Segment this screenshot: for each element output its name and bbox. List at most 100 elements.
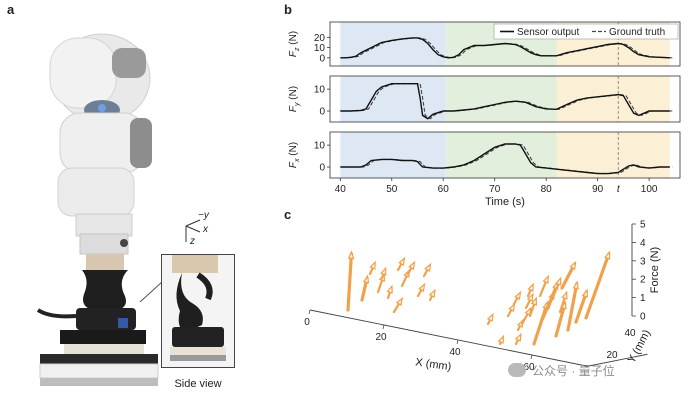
subplot-y: 0 10 Fy (N)	[288, 75, 681, 123]
x-tick-label: 70	[489, 184, 501, 195]
phase-band-2	[445, 76, 557, 122]
force-arrow-head	[530, 296, 538, 306]
phase-band-1	[340, 132, 446, 178]
force-arrow-head	[347, 250, 355, 260]
force-arrow-head	[497, 334, 505, 344]
force-arrow-head	[514, 332, 522, 342]
force-arrow	[386, 284, 393, 300]
x-tick	[308, 309, 311, 315]
x-tick-label: 100	[641, 184, 658, 195]
phase-band-1	[340, 76, 446, 122]
axis-label-neg-y: −y	[198, 210, 209, 221]
panel-letter-c: c	[284, 207, 292, 222]
wechat-icon	[508, 363, 526, 377]
force-arrow	[392, 296, 404, 314]
force-arrow-head	[524, 306, 532, 316]
force-arrow	[520, 306, 532, 326]
force-arrow-head	[581, 288, 588, 298]
force-arrow	[497, 334, 505, 346]
force-arrow	[514, 332, 522, 346]
axis-label-z: z	[190, 236, 195, 247]
y-tick-label: 10	[314, 85, 326, 96]
axis-triad-icon	[185, 219, 201, 242]
phase-band-2	[445, 132, 557, 178]
y-tick-label: 40	[624, 328, 636, 339]
axis-label-x: x	[203, 224, 208, 235]
force-arrow-head	[386, 284, 393, 294]
legend-box	[493, 23, 679, 40]
force-arrow-shaft	[554, 302, 567, 338]
force-arrow	[560, 260, 577, 290]
force-arrow	[368, 260, 376, 276]
x-tick-label: 40	[449, 347, 461, 358]
legend-label-ground-truth: Ground truth	[609, 27, 665, 38]
force-arrow	[512, 290, 522, 306]
x-tick-label: 40	[335, 184, 347, 195]
force-arrow-head	[395, 296, 404, 306]
plot-frame	[329, 75, 681, 123]
time-marker-label: t	[617, 184, 621, 195]
force-arrow-head	[362, 274, 370, 284]
force-arrow	[584, 250, 611, 320]
series-sensor-output	[340, 143, 670, 175]
subplot-x: 0 10 Fx (N)	[288, 131, 681, 179]
watermark-text: 公众号 · 量子位	[532, 363, 615, 378]
y-axis-line	[587, 353, 648, 367]
x-tick	[456, 339, 459, 345]
z-tick-label: 4	[640, 238, 646, 249]
robot-sensor-photo	[36, 33, 159, 386]
force-arrow-head	[527, 282, 534, 292]
y-tick-label: 0	[319, 53, 325, 64]
inset-pointer-line	[139, 281, 163, 303]
panel-letter-a: a	[7, 2, 15, 17]
legend: Sensor output Ground truth	[493, 23, 679, 40]
force-arrow-head	[526, 292, 534, 302]
force-arrow	[538, 274, 549, 298]
force-arrow	[416, 282, 426, 298]
force-arrow	[360, 274, 370, 302]
force-arrow	[506, 302, 516, 318]
force-arrow-head	[428, 288, 436, 298]
panel-letter-b: b	[284, 2, 292, 17]
x-tick	[382, 324, 385, 330]
y-axis-label: Fx (N)	[288, 142, 301, 168]
phase-band-3	[556, 132, 670, 178]
x-axis-label: Time (s)	[485, 196, 525, 208]
y-tick-label: 20	[314, 33, 326, 44]
x-tick-label: 0	[304, 317, 310, 328]
series-sensor-output	[340, 37, 670, 59]
force-arrow-head	[418, 282, 426, 292]
x-tick-label: 20	[375, 332, 387, 343]
force-arrow	[528, 296, 538, 318]
x-tick	[530, 354, 533, 360]
force-arrow	[428, 288, 436, 302]
force-arrow	[380, 266, 387, 280]
z-tick-label: 3	[640, 256, 646, 267]
force-arrow-head	[508, 302, 516, 312]
force-arrow-head	[486, 312, 494, 322]
force-arrow-head	[380, 266, 387, 276]
force-arrow	[550, 276, 562, 302]
y-axis-label: Fz (N)	[288, 31, 301, 57]
force-arrow	[566, 280, 579, 332]
x-axis-line	[309, 309, 588, 367]
z-tick-label: 5	[640, 220, 646, 231]
legend-label-sensor: Sensor output	[517, 27, 579, 38]
force-arrow-head	[398, 256, 406, 266]
force-arrow-shaft	[584, 252, 611, 320]
force-arrow-head	[561, 290, 568, 300]
force-arrow-shaft	[566, 282, 579, 332]
force-arrow-head	[369, 260, 376, 270]
x-tick-label: 60	[523, 362, 535, 373]
force-arrow-head	[542, 274, 549, 284]
force-arrow	[396, 256, 406, 272]
side-view-inset	[161, 254, 235, 368]
phase-band-1	[340, 22, 446, 66]
series-sensor-output	[340, 82, 670, 120]
y-tick-label: 10	[314, 141, 326, 152]
x-tick-label: 50	[386, 184, 398, 195]
force-arrow	[524, 292, 534, 310]
z-tick-label: 1	[640, 293, 646, 304]
force-arrow-head	[424, 262, 432, 272]
